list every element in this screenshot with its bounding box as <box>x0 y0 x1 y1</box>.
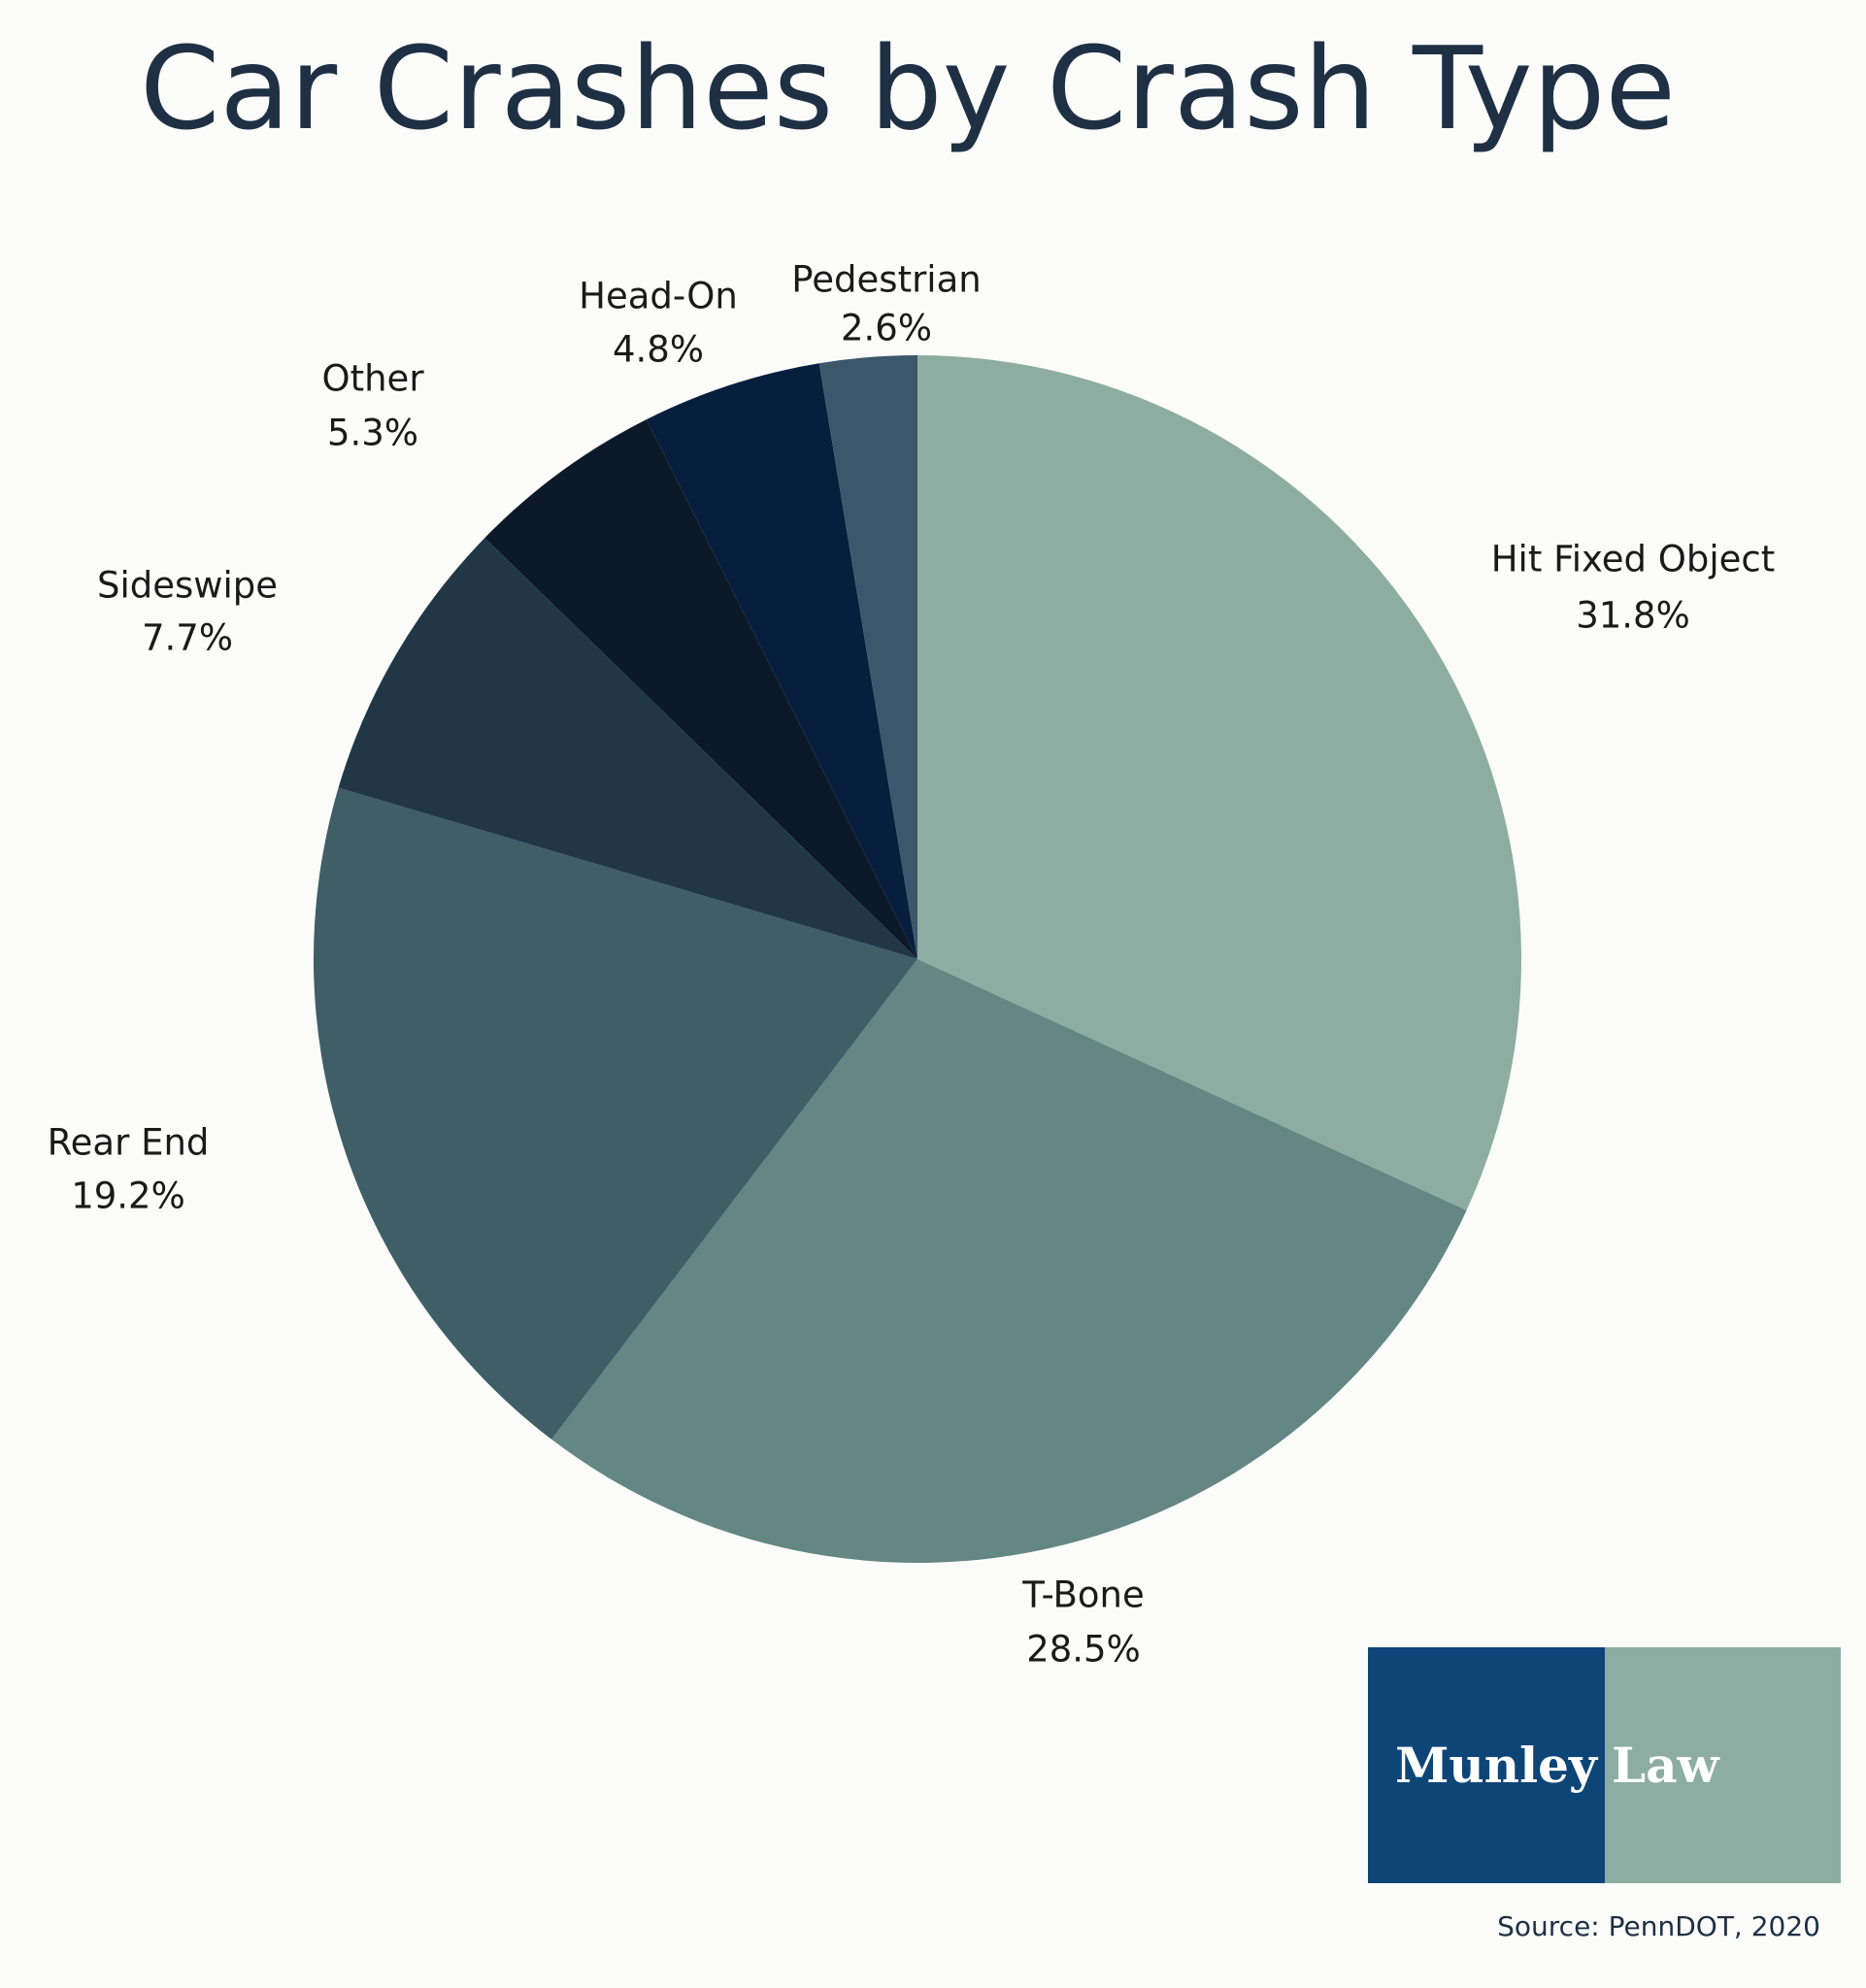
value-label: 5.3% <box>327 413 418 454</box>
logo-text: Munley <box>1395 1737 1599 1794</box>
slice-label: Hit Fixed Object <box>1491 539 1776 580</box>
slice-label: Pedestrian <box>791 259 981 301</box>
value-label: 4.8% <box>613 329 704 371</box>
value-label: 19.2% <box>71 1176 185 1217</box>
pie-slice <box>314 787 917 1440</box>
logo-right-box <box>1605 1647 1841 1883</box>
pie-slice <box>551 959 1467 1563</box>
chart-title: Car Crashes by Crash Type <box>140 21 1676 155</box>
pie-slice <box>917 355 1522 1210</box>
value-label: 31.8% <box>1576 595 1690 637</box>
slice-label: Rear End <box>48 1122 210 1164</box>
value-label: 28.5% <box>1026 1629 1141 1671</box>
value-label: 7.7% <box>142 617 233 659</box>
pie-slice <box>818 355 917 959</box>
pie-slice <box>338 538 917 959</box>
slice-label: Sideswipe <box>97 565 278 607</box>
slice-label: T-Bone <box>1021 1574 1144 1616</box>
pie-slice <box>646 363 917 960</box>
slice-label: Other <box>321 358 424 400</box>
slice-label: Head-On <box>579 276 738 317</box>
source-note: Source: PennDOT, 2020 <box>1497 1910 1820 1942</box>
logo-text: Law <box>1612 1737 1721 1794</box>
pie-slice <box>484 419 917 959</box>
logo-left-box <box>1368 1647 1605 1883</box>
value-label: 2.6% <box>841 308 932 349</box>
